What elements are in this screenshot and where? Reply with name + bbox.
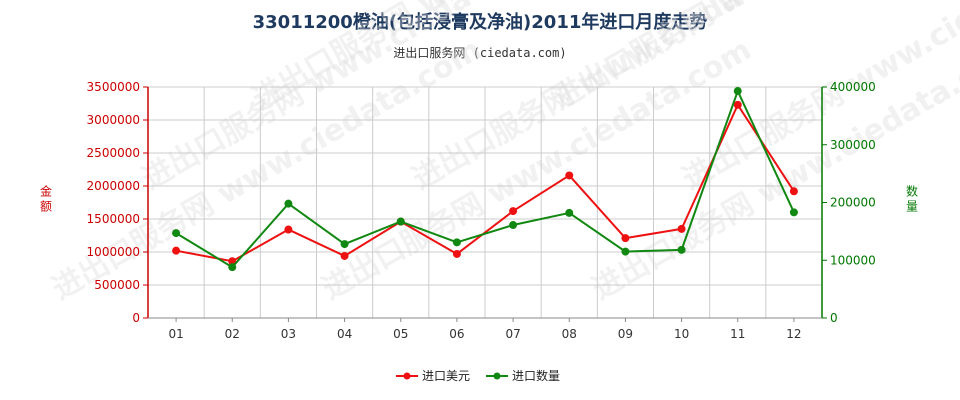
series-2-point — [621, 247, 630, 256]
series-1-point — [789, 187, 798, 196]
x-tick-label: 06 — [449, 327, 464, 341]
x-tick-label: 08 — [562, 327, 577, 341]
series-2-point — [396, 217, 405, 226]
series-1-point — [509, 207, 518, 216]
series-2-point — [452, 238, 461, 247]
series-line-2 — [175, 88, 795, 269]
legend-swatch-marker — [403, 372, 411, 380]
legend-label: 进口美元 — [422, 369, 470, 383]
series-line-1 — [175, 102, 795, 263]
y-right-tick-label: 300000 — [830, 138, 876, 152]
chart-title: 33011200橙油(包括浸膏及净油)2011年进口月度走势 — [252, 12, 708, 33]
x-tick-label: 03 — [281, 327, 296, 341]
y-right-axis-title: 数量 — [906, 184, 918, 214]
x-tick-label: 02 — [225, 327, 240, 341]
x-tick-label: 12 — [786, 327, 801, 341]
series-1-point — [677, 224, 686, 233]
legend-label: 进口数量 — [512, 368, 560, 383]
y-right-tick-label: 100000 — [830, 253, 876, 267]
legend-swatch-marker — [493, 372, 501, 380]
series-1-point — [565, 171, 574, 180]
series-1-point — [228, 257, 237, 266]
series-2-point — [677, 245, 686, 254]
series-1-point — [284, 225, 293, 234]
series-2-point — [228, 263, 237, 272]
series-1-point — [340, 251, 349, 260]
series-2-point — [509, 221, 518, 230]
x-tick-label: 09 — [618, 327, 633, 341]
y-left-axis-title: 金额 — [40, 184, 52, 214]
series-1-point — [733, 100, 742, 109]
y-left-tick-label: 1000000 — [87, 245, 140, 259]
x-tick-label: 01 — [168, 327, 183, 341]
y-left-tick-label: 1500000 — [87, 212, 140, 226]
x-tick-label: 10 — [674, 327, 689, 341]
series-2-point — [565, 208, 574, 217]
y-right-tick-label: 0 — [830, 311, 838, 325]
x-tick-label: 07 — [505, 327, 520, 341]
series-1-point — [172, 246, 181, 255]
y-right-tick-label: 200000 — [830, 196, 876, 210]
y-left-tick-label: 3000000 — [87, 113, 140, 127]
series-2-point — [340, 240, 349, 249]
series-1-point — [452, 249, 461, 258]
series-2-point — [789, 208, 798, 217]
series-2-point — [284, 199, 293, 208]
x-tick-label: 05 — [393, 327, 408, 341]
chart-subtitle: 进出口服务网 (ciedata.com) — [393, 46, 567, 60]
x-tick-label: 04 — [337, 327, 352, 341]
y-left-tick-label: 2000000 — [87, 179, 140, 193]
x-tick-label: 11 — [730, 327, 745, 341]
y-left-tick-label: 3500000 — [87, 80, 140, 94]
y-left-tick-label: 2500000 — [87, 146, 140, 160]
y-right-tick-label: 400000 — [830, 80, 876, 94]
series-2-point — [733, 87, 742, 96]
series-1-point — [621, 234, 630, 243]
y-left-tick-label: 500000 — [94, 278, 140, 292]
series-2-point — [172, 229, 181, 238]
y-left-tick-label: 0 — [132, 311, 140, 325]
